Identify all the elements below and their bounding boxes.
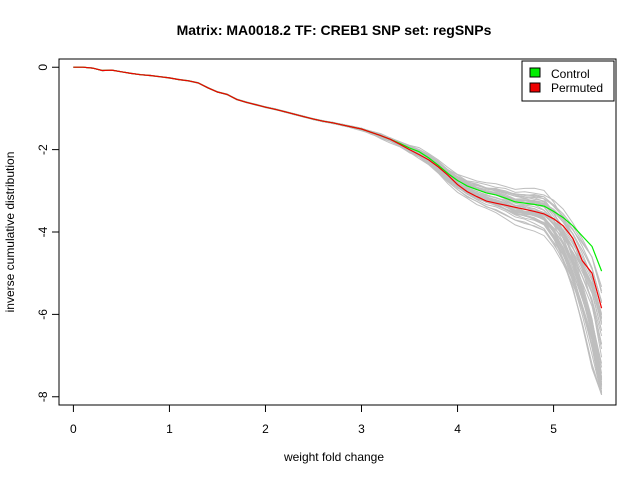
series-line-permuted [73, 66, 603, 309]
background-line [73, 66, 603, 385]
background-line [73, 66, 603, 390]
background-line [73, 66, 603, 395]
x-axis-label: weight fold change [283, 450, 384, 464]
background-permutation-lines [73, 66, 603, 395]
background-line [73, 66, 603, 345]
background-line [73, 66, 603, 314]
background-line [73, 66, 603, 381]
y-tick-label: -8 [36, 391, 50, 402]
background-line [73, 66, 603, 381]
background-line [73, 66, 603, 395]
x-axis: 0 1 2 3 4 5 [70, 404, 557, 436]
background-line [73, 66, 603, 304]
background-line [73, 66, 603, 395]
background-line [73, 66, 603, 316]
legend-label-permuted: Permuted [551, 81, 603, 95]
y-axis-label: inverse cumulative distribution [3, 152, 17, 313]
background-line [73, 66, 603, 350]
background-line [73, 66, 603, 318]
background-line [73, 66, 603, 302]
background-line [73, 66, 603, 395]
x-tick-label: 2 [262, 422, 269, 436]
background-line [73, 66, 603, 395]
background-line [73, 66, 603, 345]
y-axis: 0 -2 -4 -6 -8 [36, 64, 60, 402]
background-line [73, 66, 603, 385]
y-tick-label: 0 [36, 64, 50, 71]
background-line [73, 66, 603, 393]
x-tick-label: 4 [454, 422, 461, 436]
legend: Control Permuted [521, 60, 615, 102]
plot-frame [58, 58, 617, 406]
background-line [73, 66, 603, 395]
legend-swatch-control [529, 67, 541, 78]
background-line [73, 66, 603, 383]
background-line [73, 66, 603, 320]
x-tick-label: 5 [550, 422, 557, 436]
background-line [73, 66, 603, 386]
series-lines [73, 66, 603, 309]
y-tick-label: -2 [36, 144, 50, 155]
x-tick-label: 0 [70, 422, 77, 436]
y-tick-label: -4 [36, 226, 50, 237]
background-line [73, 66, 603, 303]
x-tick-label: 1 [166, 422, 173, 436]
x-tick-label: 3 [358, 422, 365, 436]
legend-swatch-permuted [529, 82, 541, 93]
background-line [73, 66, 603, 374]
legend-label-control: Control [551, 67, 590, 81]
y-tick-label: -6 [36, 309, 50, 320]
background-line [73, 66, 603, 387]
background-line [73, 66, 603, 393]
background-line [73, 66, 603, 395]
chart-title: Matrix: MA0018.2 TF: CREB1 SNP set: regS… [177, 22, 492, 38]
background-line [73, 66, 603, 319]
